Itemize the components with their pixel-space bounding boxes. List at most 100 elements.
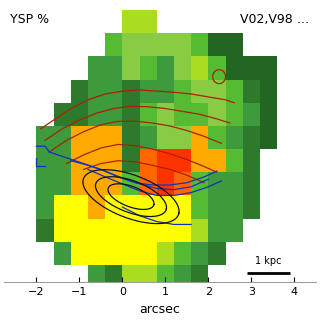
- Bar: [71, 172, 88, 196]
- Bar: [88, 196, 105, 219]
- Bar: [243, 56, 260, 80]
- Bar: [226, 56, 243, 80]
- Bar: [157, 172, 174, 196]
- Bar: [174, 33, 191, 56]
- Bar: [105, 103, 122, 126]
- Bar: [105, 219, 122, 242]
- Bar: [140, 33, 157, 56]
- Bar: [122, 172, 140, 196]
- Bar: [122, 196, 140, 219]
- Bar: [36, 126, 54, 149]
- Bar: [88, 126, 105, 149]
- Bar: [191, 80, 208, 103]
- Bar: [71, 242, 88, 265]
- Bar: [36, 196, 54, 219]
- Bar: [105, 149, 122, 172]
- Bar: [54, 149, 71, 172]
- Bar: [191, 149, 208, 172]
- Bar: [140, 10, 157, 33]
- Bar: [208, 149, 226, 172]
- Bar: [88, 103, 105, 126]
- Bar: [243, 149, 260, 172]
- Bar: [157, 196, 174, 219]
- Bar: [140, 172, 157, 196]
- Bar: [260, 103, 277, 126]
- Bar: [88, 56, 105, 80]
- Bar: [226, 126, 243, 149]
- Text: 1 kpc: 1 kpc: [255, 256, 282, 266]
- Bar: [36, 149, 54, 172]
- Bar: [226, 33, 243, 56]
- Bar: [140, 80, 157, 103]
- Bar: [88, 265, 105, 288]
- Bar: [260, 56, 277, 80]
- Bar: [191, 242, 208, 265]
- Bar: [208, 126, 226, 149]
- X-axis label: arcsec: arcsec: [140, 303, 180, 316]
- Bar: [54, 103, 71, 126]
- Bar: [122, 149, 140, 172]
- Bar: [174, 56, 191, 80]
- Bar: [191, 33, 208, 56]
- Bar: [174, 242, 191, 265]
- Text: V02,V98 …: V02,V98 …: [240, 12, 309, 26]
- Bar: [191, 196, 208, 219]
- Bar: [260, 126, 277, 149]
- Bar: [243, 196, 260, 219]
- Bar: [226, 103, 243, 126]
- Bar: [174, 196, 191, 219]
- Bar: [208, 172, 226, 196]
- Bar: [122, 265, 140, 288]
- Bar: [71, 219, 88, 242]
- Bar: [157, 56, 174, 80]
- Bar: [157, 126, 174, 149]
- Bar: [174, 172, 191, 196]
- Bar: [54, 242, 71, 265]
- Bar: [105, 126, 122, 149]
- Bar: [208, 196, 226, 219]
- Bar: [226, 149, 243, 172]
- Bar: [71, 103, 88, 126]
- Bar: [260, 80, 277, 103]
- Bar: [140, 103, 157, 126]
- Bar: [122, 80, 140, 103]
- Bar: [36, 219, 54, 242]
- Bar: [71, 80, 88, 103]
- Bar: [191, 126, 208, 149]
- Bar: [157, 103, 174, 126]
- Text: YSP %: YSP %: [10, 12, 50, 26]
- Bar: [226, 219, 243, 242]
- Bar: [88, 80, 105, 103]
- Bar: [71, 126, 88, 149]
- Bar: [157, 242, 174, 265]
- Bar: [226, 196, 243, 219]
- Bar: [105, 172, 122, 196]
- Bar: [88, 219, 105, 242]
- Bar: [105, 80, 122, 103]
- Bar: [157, 219, 174, 242]
- Bar: [36, 172, 54, 196]
- Bar: [105, 265, 122, 288]
- Bar: [191, 103, 208, 126]
- Bar: [140, 149, 157, 172]
- Bar: [174, 80, 191, 103]
- Bar: [157, 149, 174, 172]
- Bar: [140, 56, 157, 80]
- Bar: [174, 126, 191, 149]
- Bar: [140, 126, 157, 149]
- Bar: [88, 242, 105, 265]
- Bar: [88, 172, 105, 196]
- Bar: [71, 149, 88, 172]
- Bar: [191, 56, 208, 80]
- Bar: [243, 172, 260, 196]
- Bar: [54, 196, 71, 219]
- Bar: [208, 80, 226, 103]
- Bar: [208, 56, 226, 80]
- Bar: [122, 126, 140, 149]
- Bar: [208, 103, 226, 126]
- Bar: [54, 219, 71, 242]
- Bar: [54, 126, 71, 149]
- Bar: [191, 219, 208, 242]
- Bar: [191, 172, 208, 196]
- Bar: [122, 103, 140, 126]
